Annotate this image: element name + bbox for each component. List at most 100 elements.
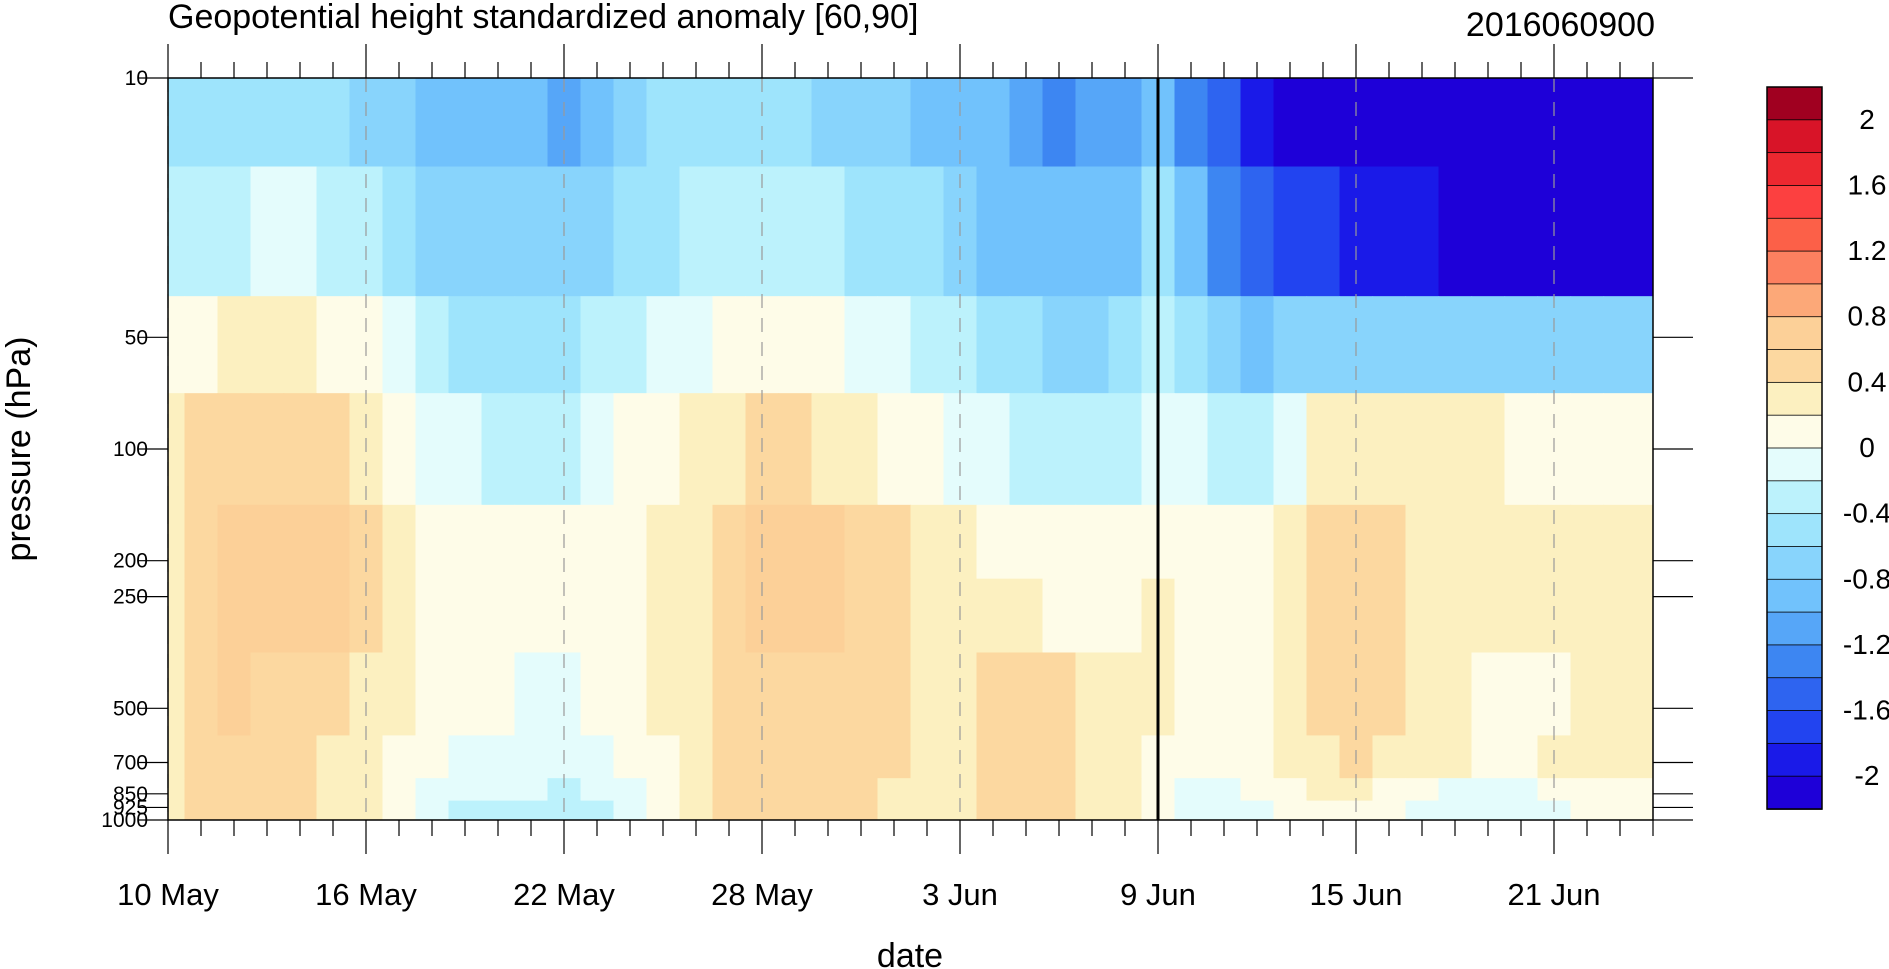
heatmap-cell — [811, 778, 846, 802]
heatmap-cell — [1339, 778, 1374, 802]
colorbar-swatch — [1766, 644, 1823, 679]
heatmap-cell — [1405, 813, 1440, 820]
heatmap-cell — [1174, 166, 1209, 297]
heatmap-cell — [1042, 166, 1077, 297]
heatmap-cell — [1372, 800, 1407, 815]
heatmap-cell — [1603, 78, 1653, 168]
heatmap-cell — [679, 393, 714, 506]
heatmap-cell — [1471, 652, 1506, 737]
heatmap-cell — [1570, 296, 1605, 394]
x-tick-label: 15 Jun — [1309, 877, 1402, 912]
heatmap-cell — [1372, 652, 1407, 737]
colorbar-swatch — [1766, 611, 1823, 646]
heatmap-cell — [679, 652, 714, 737]
colorbar-swatch — [1766, 513, 1823, 548]
heatmap-cell — [316, 652, 351, 737]
heatmap-cell — [1174, 813, 1209, 820]
heatmap-cell — [1207, 800, 1242, 815]
colorbar-swatch — [1766, 710, 1823, 745]
heatmap-cell — [250, 778, 285, 802]
heatmap-cell — [1009, 393, 1044, 506]
heatmap-cell — [580, 393, 615, 506]
heatmap-cell — [580, 652, 615, 737]
heatmap-cell — [1009, 166, 1044, 297]
heatmap-cell — [811, 504, 846, 580]
heatmap-cell — [1009, 296, 1044, 394]
heatmap-cell — [1273, 800, 1308, 815]
heatmap-cell — [415, 166, 450, 297]
heatmap-cell — [613, 778, 648, 802]
heatmap-cell — [250, 735, 285, 779]
heatmap-cell — [778, 504, 813, 580]
heatmap-cell — [316, 578, 351, 654]
heatmap-cell — [646, 78, 681, 168]
heatmap-cell — [382, 778, 417, 802]
heatmap-cell — [1042, 393, 1077, 506]
heatmap-cell — [514, 78, 549, 168]
heatmap-cell — [712, 652, 747, 737]
heatmap-cell — [415, 393, 450, 506]
heatmap-cell — [382, 393, 417, 506]
x-tick-label: 9 Jun — [1120, 877, 1196, 912]
heatmap-cell — [1570, 78, 1605, 168]
heatmap-cell — [283, 393, 318, 506]
heatmap-cell — [1504, 166, 1539, 297]
heatmap-cell — [1504, 800, 1539, 815]
heatmap-cell — [844, 813, 879, 820]
heatmap-cell — [745, 778, 780, 802]
colorbar-swatch — [1766, 86, 1823, 121]
heatmap-cell — [217, 652, 252, 737]
colorbar-tick-label: -1.2 — [1843, 629, 1889, 660]
heatmap-cell — [811, 166, 846, 297]
heatmap-cell — [184, 735, 219, 779]
heatmap-cell — [184, 78, 219, 168]
heatmap-cell — [679, 296, 714, 394]
heatmap-cell — [316, 78, 351, 168]
heatmap-cell — [217, 504, 252, 580]
heatmap-cell — [646, 166, 681, 297]
heatmap-cell — [844, 778, 879, 802]
heatmap-cell — [283, 735, 318, 779]
heatmap-cell — [679, 735, 714, 779]
y-tick-label: 200 — [113, 550, 148, 573]
heatmap-cell — [1042, 813, 1077, 820]
heatmap-cell — [168, 578, 186, 654]
y-axis-label: pressure (hPa) — [0, 337, 38, 562]
colorbar-swatch — [1766, 546, 1823, 581]
heatmap-cell — [613, 504, 648, 580]
heatmap-cell — [811, 78, 846, 168]
x-tick-label: 28 May — [711, 877, 813, 912]
heatmap-cell — [1009, 800, 1044, 815]
heatmap-cell — [283, 652, 318, 737]
heatmap-cell — [184, 504, 219, 580]
heatmap-cell — [217, 778, 252, 802]
heatmap-cell — [168, 813, 186, 820]
colorbar-swatch — [1766, 381, 1823, 416]
heatmap-cell — [1306, 800, 1341, 815]
heatmap-cell — [1570, 578, 1605, 654]
heatmap-cell — [1009, 78, 1044, 168]
heatmap-cell — [448, 166, 483, 297]
y-tick-label: 925 — [113, 796, 148, 819]
heatmap-cell — [1471, 504, 1506, 580]
heatmap-cell — [415, 296, 450, 394]
heatmap-cell — [1042, 504, 1077, 580]
heatmap-cell — [316, 813, 351, 820]
heatmap-cell — [910, 652, 945, 737]
heatmap-cell — [316, 735, 351, 779]
heatmap-cell — [184, 800, 219, 815]
heatmap-cell — [1372, 578, 1407, 654]
heatmap-cell — [844, 504, 879, 580]
heatmap-cell — [382, 504, 417, 580]
heatmap-cell — [1537, 813, 1572, 820]
colorbar-tick-label: 0.4 — [1848, 366, 1887, 397]
heatmap-cell — [1240, 813, 1275, 820]
heatmap-cell — [1603, 578, 1653, 654]
heatmap-cell — [1405, 504, 1440, 580]
heatmap-cell — [1570, 778, 1605, 802]
heatmap-cell — [976, 393, 1011, 506]
heatmap-cell — [1471, 578, 1506, 654]
heatmap-cell — [1207, 393, 1242, 506]
heatmap-cell — [1570, 504, 1605, 580]
colorbar-swatch — [1766, 578, 1823, 613]
